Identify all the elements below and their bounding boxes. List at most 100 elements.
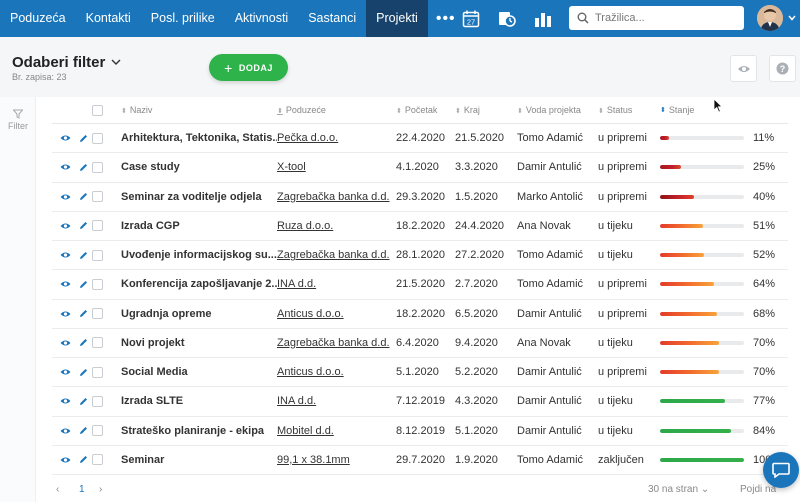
project-name[interactable]: Novi projekt: [121, 336, 185, 349]
eye-icon[interactable]: [60, 163, 71, 171]
table-row[interactable]: Social Media Anticus d.o.o. 5.1.2020 5.2.20…: [52, 358, 788, 388]
table-row[interactable]: Izrada CGP Ruza d.o.o. 18.2.2020 24.4.2020 A…: [52, 212, 788, 241]
row-checkbox[interactable]: [92, 425, 103, 437]
nav-item-4[interactable]: Sastanci: [308, 11, 357, 25]
nav-item-1[interactable]: Kontakti: [85, 11, 131, 25]
row-checkbox[interactable]: [92, 191, 103, 203]
nav-item-3[interactable]: Aktivnosti: [234, 11, 289, 25]
header-start[interactable]: ⬍ Početak: [396, 105, 455, 115]
eye-icon[interactable]: [60, 134, 71, 142]
project-name[interactable]: Seminar: [121, 453, 165, 466]
chevron-down-icon[interactable]: [788, 15, 796, 21]
company-link[interactable]: Ruza d.o.o.: [277, 219, 334, 232]
eye-icon[interactable]: [60, 222, 71, 230]
company-link[interactable]: 99,1 x 38.1mm: [277, 453, 350, 466]
project-name[interactable]: Ugradnja opreme: [121, 307, 212, 320]
company-link[interactable]: Pečka d.o.o.: [277, 132, 339, 145]
calendar-icon[interactable]: 27: [460, 8, 482, 30]
project-name[interactable]: Izrada CGP: [121, 219, 180, 232]
current-page[interactable]: 1: [79, 483, 85, 495]
project-name[interactable]: Arhitektura, Tektonika, Statis...: [121, 132, 277, 145]
eye-icon[interactable]: [60, 456, 71, 464]
company-link[interactable]: Zagrebačka banka d.d.: [277, 249, 390, 262]
row-checkbox[interactable]: [92, 161, 103, 173]
table-row[interactable]: Seminar za voditelje odjela Zagrebačka ba…: [52, 183, 788, 212]
pencil-icon[interactable]: [79, 251, 88, 260]
project-name[interactable]: Konferencija zapošljavanje 2...: [121, 278, 277, 291]
table-row[interactable]: Seminar 99,1 x 38.1mm 29.7.2020 1.9.2020 Tom…: [52, 446, 788, 475]
goto-page[interactable]: Pojdi na: [740, 483, 777, 495]
eye-icon[interactable]: [60, 193, 71, 201]
more-menu-button[interactable]: •••: [435, 10, 456, 27]
project-name[interactable]: Social Media: [121, 366, 188, 379]
pencil-icon[interactable]: [79, 280, 88, 289]
table-row[interactable]: Strateško planiranje - ekipa Mobitel d.d.…: [52, 417, 788, 446]
view-toggle-button[interactable]: [730, 55, 757, 82]
eye-icon[interactable]: [60, 397, 71, 405]
header-lead[interactable]: ⬍ Voda projekta: [517, 105, 598, 115]
header-status[interactable]: ⬍ Status: [598, 105, 660, 115]
eye-icon[interactable]: [60, 251, 71, 259]
row-checkbox[interactable]: [92, 337, 103, 349]
company-link[interactable]: Mobitel d.d.: [277, 424, 334, 437]
nav-item-2[interactable]: Posl. prilike: [150, 11, 215, 25]
row-checkbox[interactable]: [92, 132, 103, 144]
table-row[interactable]: Konferencija zapošljavanje 2... INA d.d. 2…: [52, 270, 788, 300]
project-name[interactable]: Case study: [121, 161, 180, 174]
help-button[interactable]: ?: [769, 55, 796, 82]
header-name[interactable]: ⬍ Naziv: [121, 105, 277, 115]
project-name[interactable]: Uvođenje informacijskog su...: [121, 249, 277, 262]
project-name[interactable]: Strateško planiranje - ekipa: [121, 424, 265, 437]
pencil-icon[interactable]: [79, 368, 88, 377]
company-link[interactable]: Zagrebačka banka d.d.: [277, 190, 390, 203]
company-link[interactable]: Anticus d.o.o.: [277, 307, 344, 320]
row-checkbox[interactable]: [92, 454, 103, 466]
header-progress[interactable]: ⬍ Stanje: [660, 105, 753, 115]
header-company[interactable]: ⬍ Poduzeće: [277, 105, 396, 115]
pencil-icon[interactable]: [79, 338, 88, 347]
select-all-checkbox[interactable]: [92, 104, 103, 116]
table-row[interactable]: Novi projekt Zagrebačka banka d.d. 6.4.202…: [52, 329, 788, 358]
header-end[interactable]: ⬍ Kraj: [455, 105, 517, 115]
pencil-icon[interactable]: [79, 192, 88, 201]
table-row[interactable]: Ugradnja opreme Anticus d.o.o. 18.2.2020 6.…: [52, 300, 788, 329]
pencil-icon[interactable]: [79, 134, 88, 143]
row-checkbox[interactable]: [92, 249, 103, 261]
search-input[interactable]: [595, 12, 735, 24]
company-link[interactable]: INA d.d.: [277, 395, 317, 408]
timer-icon[interactable]: [496, 8, 518, 30]
nav-item-5[interactable]: Projekti: [366, 0, 428, 37]
row-checkbox[interactable]: [92, 308, 103, 320]
chat-button[interactable]: [763, 452, 799, 488]
filter-toggle[interactable]: Filter: [0, 109, 36, 131]
eye-icon[interactable]: [60, 368, 71, 376]
table-row[interactable]: Uvođenje informacijskog su... Zagrebačka …: [52, 241, 788, 271]
per-page-select[interactable]: 30 na stran ⌄: [648, 484, 709, 495]
table-row[interactable]: Arhitektura, Tektonika, Statis... Pečka d…: [52, 124, 788, 154]
table-row[interactable]: Izrada SLTE INA d.d. 7.12.2019 4.3.2020 Dami…: [52, 387, 788, 417]
pencil-icon[interactable]: [79, 426, 88, 435]
add-button[interactable]: + DODAJ: [209, 54, 288, 81]
project-name[interactable]: Seminar za voditelje odjela: [121, 190, 262, 203]
company-link[interactable]: X-tool: [277, 161, 306, 174]
pencil-icon[interactable]: [79, 397, 88, 406]
nav-item-0[interactable]: Poduzeća: [10, 11, 66, 25]
table-row[interactable]: Case study X-tool 4.1.2020 3.3.2020 Damir An…: [52, 153, 788, 183]
next-page-icon[interactable]: ›: [99, 483, 103, 495]
avatar[interactable]: [757, 5, 783, 31]
company-link[interactable]: Zagrebačka banka d.d.: [277, 336, 390, 349]
company-link[interactable]: INA d.d.: [277, 278, 317, 291]
row-checkbox[interactable]: [92, 395, 103, 407]
row-checkbox[interactable]: [92, 366, 103, 378]
project-name[interactable]: Izrada SLTE: [121, 395, 184, 408]
row-checkbox[interactable]: [92, 220, 103, 232]
pencil-icon[interactable]: [79, 163, 88, 172]
pencil-icon[interactable]: [79, 221, 88, 230]
eye-icon[interactable]: [60, 280, 71, 288]
filter-selector[interactable]: Odaberi filter: [12, 54, 121, 71]
company-link[interactable]: Anticus d.o.o.: [277, 366, 344, 379]
eye-icon[interactable]: [60, 310, 71, 318]
pencil-icon[interactable]: [79, 455, 88, 464]
row-checkbox[interactable]: [92, 278, 103, 290]
prev-page-icon[interactable]: ‹: [56, 483, 60, 495]
